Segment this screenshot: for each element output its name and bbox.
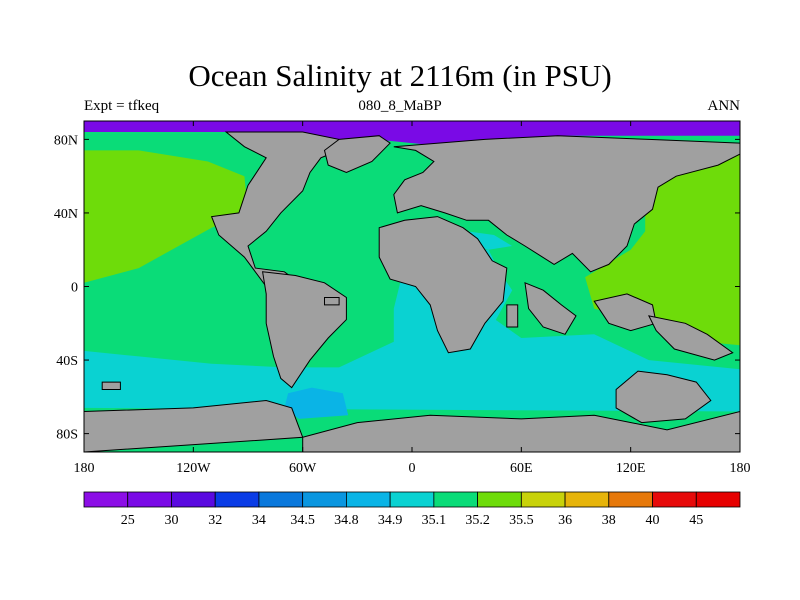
y-tick-label: 40S bbox=[56, 354, 78, 369]
land-australia bbox=[615, 370, 712, 424]
weddell-region bbox=[284, 387, 349, 419]
colorbar-label: 36 bbox=[558, 513, 572, 528]
colorbar-label: 38 bbox=[602, 513, 616, 528]
season-label: ANN bbox=[707, 98, 741, 114]
y-tick-label: 80S bbox=[56, 428, 78, 443]
land-india bbox=[524, 282, 577, 335]
colorbar-box bbox=[302, 491, 347, 508]
colorbar-label: 35.1 bbox=[422, 513, 447, 528]
island-madagascar bbox=[506, 304, 519, 328]
land-greenland bbox=[323, 135, 391, 174]
colorbar-box bbox=[214, 491, 260, 508]
colorbar-box bbox=[433, 491, 479, 508]
colorbar-label: 34 bbox=[252, 513, 266, 528]
colorbar-label: 34.5 bbox=[290, 513, 315, 528]
colorbar-box bbox=[520, 491, 566, 508]
y-tick-label: 0 bbox=[71, 281, 78, 296]
x-tick-label: 0 bbox=[409, 461, 416, 476]
land-antarctica-east bbox=[302, 410, 740, 452]
x-tick-label: 60W bbox=[289, 461, 317, 476]
island-caribbean bbox=[324, 297, 340, 306]
arctic-region bbox=[84, 121, 740, 147]
land-antarctica-pacific bbox=[84, 399, 304, 452]
colorbar-box bbox=[564, 491, 610, 508]
x-tick-label: 120E bbox=[616, 461, 646, 476]
land-pacific-rim bbox=[647, 315, 734, 361]
x-tick-label: 180 bbox=[74, 461, 95, 476]
colorbar-label: 45 bbox=[689, 513, 703, 528]
colorbar-box bbox=[127, 491, 172, 508]
colorbar-box bbox=[652, 491, 697, 508]
map-axes: 180 120W 60W 0 60E 120E 180 80N 40N 0 40S 80S bbox=[54, 121, 751, 476]
colorbar-label: 34.9 bbox=[378, 513, 403, 528]
north-pacific-west-region bbox=[84, 150, 248, 283]
time-label: 080_8_MaBP bbox=[358, 98, 442, 114]
y-tick-label: 40N bbox=[54, 207, 78, 222]
colorbar-box bbox=[83, 491, 129, 508]
colorbar-label: 35.5 bbox=[509, 513, 534, 528]
colorbar-box bbox=[695, 491, 741, 508]
colorbar: 25 30 32 34 34.5 34.8 34.9 35.1 35.2 35.5 36 38 40 45 bbox=[83, 491, 741, 528]
colorbar-label: 30 bbox=[164, 513, 178, 528]
colorbar-box bbox=[389, 491, 435, 508]
land-africa bbox=[378, 216, 508, 354]
chart-title: Ocean Salinity at 2116m (in PSU) bbox=[188, 58, 612, 93]
experiment-label: Expt = tfkeq bbox=[84, 98, 160, 114]
y-tick-label: 80N bbox=[54, 133, 78, 148]
colorbar-label: 25 bbox=[121, 513, 135, 528]
colorbar-box bbox=[345, 491, 391, 508]
x-tick-label: 120W bbox=[176, 461, 211, 476]
map-field bbox=[84, 121, 740, 452]
colorbar-label: 40 bbox=[646, 513, 660, 528]
colorbar-box bbox=[608, 491, 653, 508]
land-eurasia bbox=[393, 135, 740, 273]
colorbar-label: 34.8 bbox=[334, 513, 359, 528]
colorbar-box bbox=[477, 491, 522, 508]
colorbar-label: 35.2 bbox=[465, 513, 490, 528]
colorbar-box bbox=[258, 491, 304, 508]
x-tick-label: 180 bbox=[730, 461, 751, 476]
x-tick-label: 60E bbox=[510, 461, 533, 476]
southern-ocean-region bbox=[84, 312, 740, 412]
colorbar-label: 32 bbox=[208, 513, 222, 528]
colorbar-box bbox=[171, 491, 216, 508]
island-pacific bbox=[101, 381, 121, 390]
